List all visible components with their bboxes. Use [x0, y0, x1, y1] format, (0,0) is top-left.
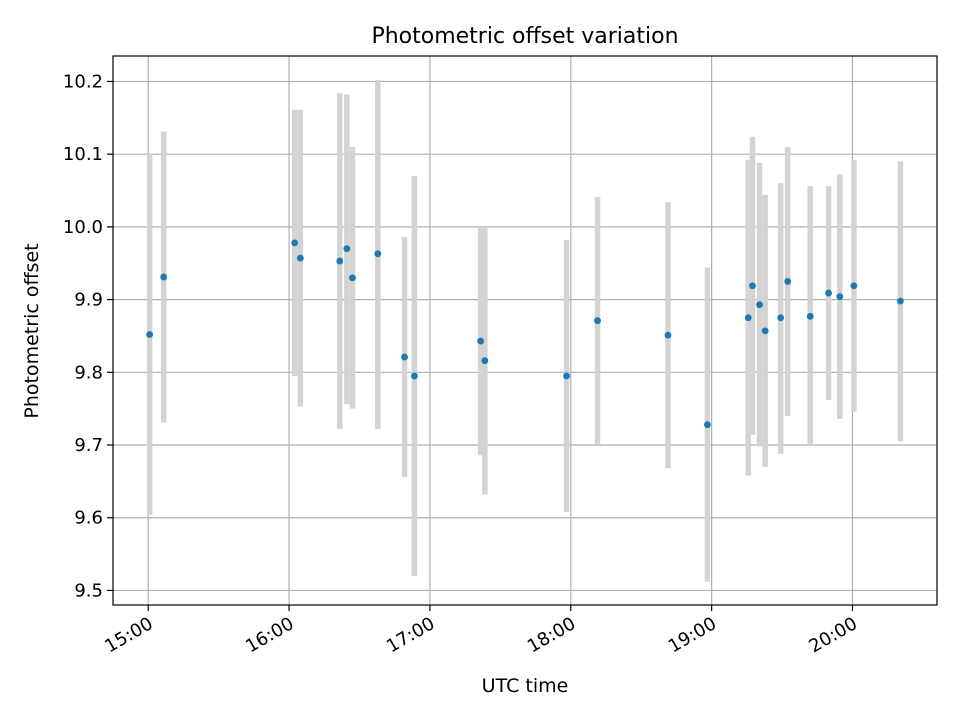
plot-frame: [112, 55, 938, 606]
data-point: [806, 312, 814, 320]
data-point: [374, 250, 382, 258]
data-point: [160, 273, 168, 281]
y-tick-label: 9.5: [74, 580, 103, 601]
data-point: [477, 337, 485, 345]
data-point: [749, 282, 756, 290]
y-tick-label: 9.7: [74, 435, 103, 456]
data-point: [146, 331, 154, 338]
data-point: [563, 372, 570, 380]
data-point: [761, 327, 769, 335]
data-point: [664, 331, 672, 339]
data-point: [296, 254, 304, 262]
y-tick-label: 10.2: [63, 71, 103, 92]
data-point: [411, 372, 418, 380]
data-point: [825, 289, 832, 297]
data-point: [481, 357, 489, 365]
data-point: [401, 353, 408, 361]
data-point: [896, 297, 904, 305]
data-point: [850, 282, 858, 290]
data-point: [744, 314, 752, 322]
y-tick-label: 10.0: [63, 217, 103, 238]
data-point: [343, 245, 351, 253]
x-axis-label: UTC time: [482, 675, 569, 697]
grid-lines: [113, 56, 937, 605]
data-point: [594, 317, 601, 325]
y-tick-label: 9.6: [74, 508, 103, 529]
y-tick-label: 9.8: [74, 362, 103, 383]
chart-title: Photometric offset variation: [371, 24, 678, 49]
y-axis-label: Photometric offset: [21, 243, 43, 418]
data-point: [704, 421, 711, 429]
y-tick-label: 10.1: [63, 144, 103, 165]
data-point: [836, 293, 844, 301]
data-point: [784, 278, 792, 285]
y-axis-ticks: 9.5 9.6 9.7 9.8 9.9 10.0 10.1 10.2: [63, 71, 113, 601]
data-point: [291, 239, 299, 247]
data-point: [336, 257, 344, 265]
data-points: [146, 239, 904, 429]
data-point: [756, 301, 763, 309]
data-point: [777, 314, 785, 322]
data-point: [349, 274, 356, 282]
y-tick-label: 9.9: [74, 290, 103, 311]
